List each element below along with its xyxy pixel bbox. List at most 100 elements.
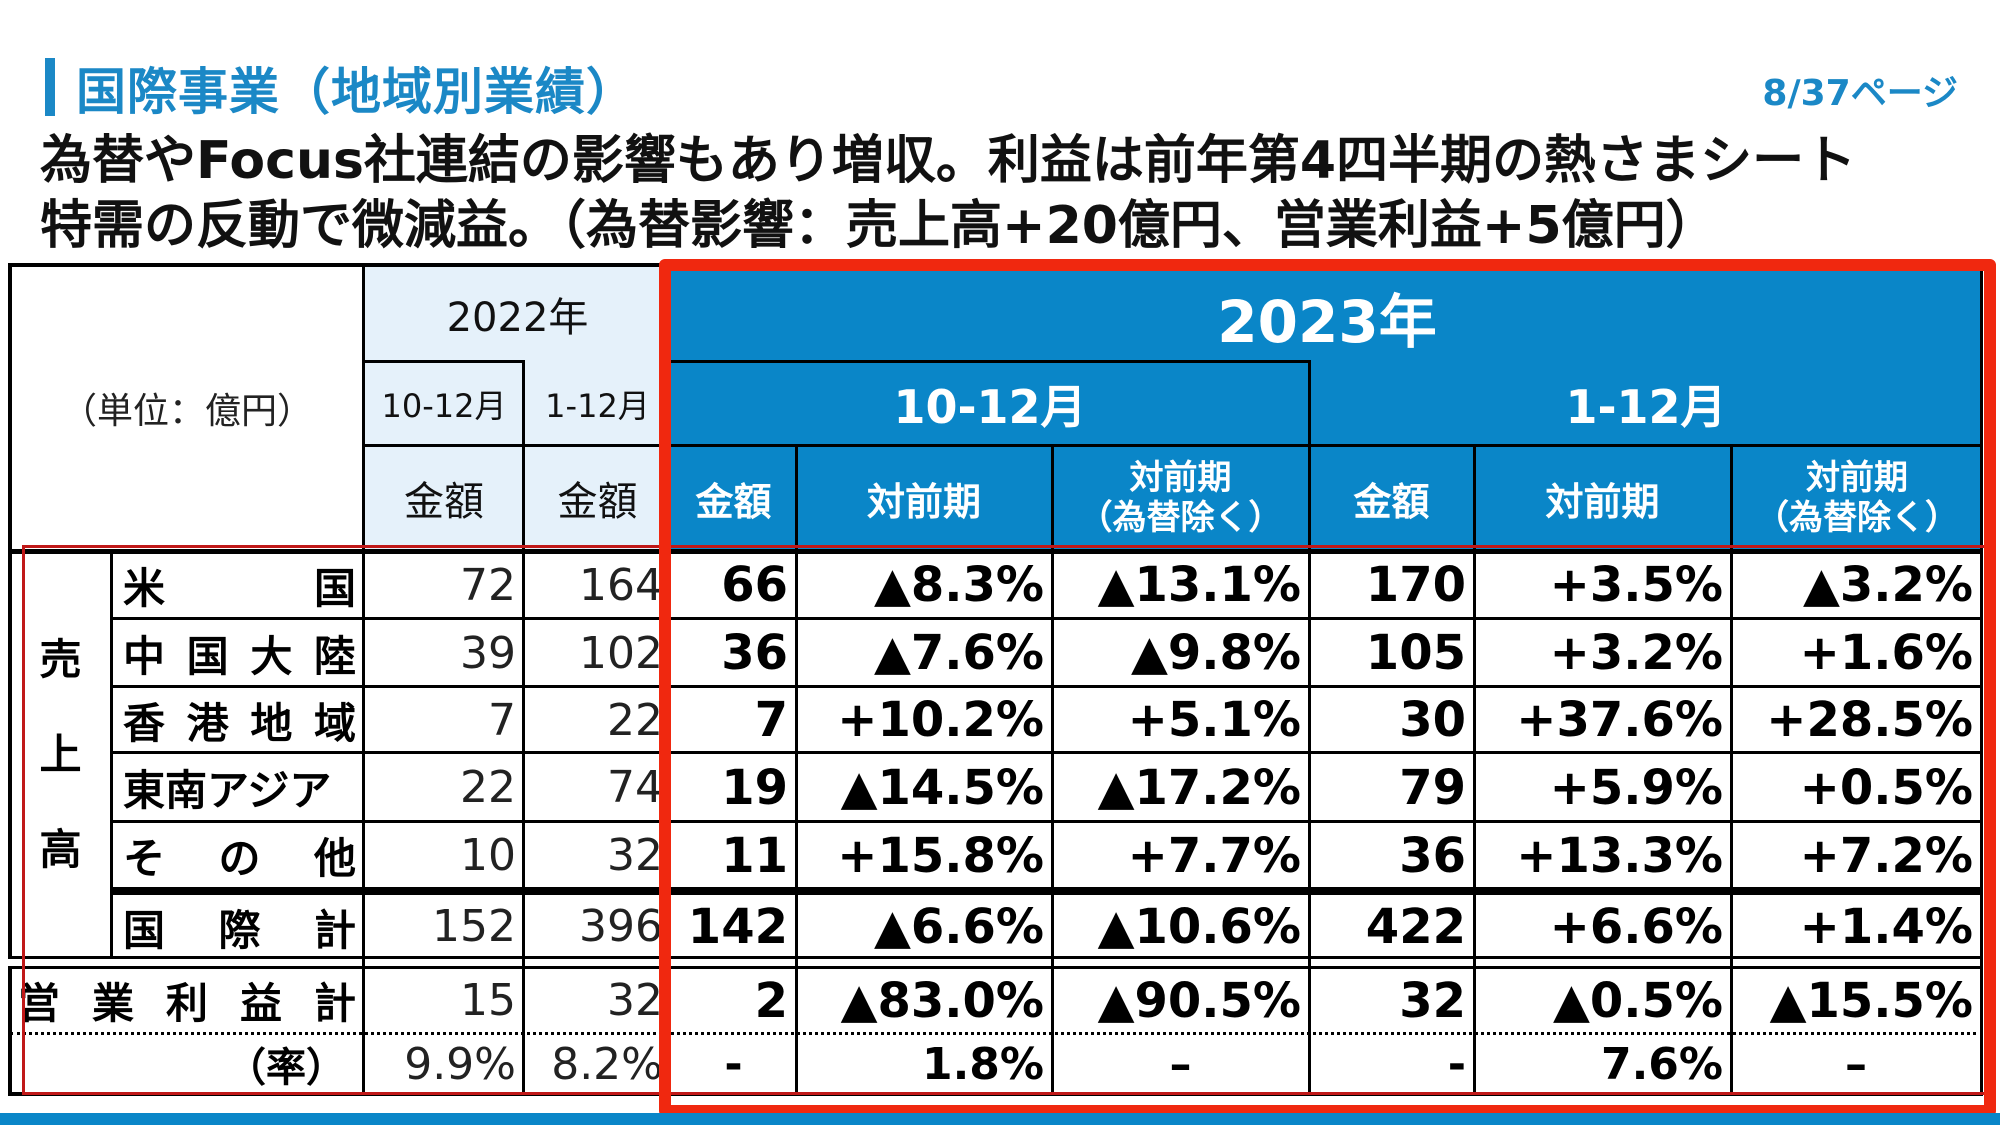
amount-2023-full-header: 金額 [1309, 445, 1474, 551]
label-char: 益 [239, 979, 282, 1028]
row-others-cell: +7.7% [1127, 827, 1301, 884]
row-us-cell: 164 [579, 559, 663, 611]
row-china-cell: +1.6% [1799, 625, 1973, 681]
row-southeast-asia-cell: 79 [1399, 759, 1466, 816]
yoy-2023-full-header: 対前期 [1474, 445, 1731, 551]
row-hongkong-cell: +37.6% [1516, 692, 1723, 748]
row-china-cell: ▲9.8% [1130, 625, 1301, 681]
row-international-total-cell: 152 [432, 901, 516, 952]
grid-line [795, 445, 798, 1096]
label-char: 営 [18, 979, 61, 1028]
label-char: 国 [186, 631, 229, 681]
row-southeast-asia-cell: 19 [721, 759, 788, 816]
label-char: 東南アジア [123, 766, 332, 815]
row-hongkong-cell: +5.1% [1127, 692, 1301, 748]
sales-group-label: 売 上 高 [10, 551, 111, 958]
row-operating-profit-cell: 15 [460, 975, 516, 1026]
sales-char-1: 売 [39, 635, 82, 684]
row-china-cell: ▲7.6% [873, 625, 1044, 681]
label-char: 中 [123, 631, 166, 681]
label-char: 他 [313, 834, 356, 883]
row-label-others: そ の 他 [111, 822, 364, 889]
grid-line [10, 966, 1983, 969]
row-southeast-asia-cell: +5.9% [1549, 759, 1723, 816]
row-international-total-cell: ▲10.6% [1097, 898, 1301, 955]
row-southeast-asia-cell: 22 [460, 762, 516, 813]
label-char: 国 [123, 906, 166, 955]
row-hongkong-cell: 7 [754, 692, 788, 748]
label-char: の [218, 834, 261, 883]
row-margin-cell: - [724, 1038, 743, 1090]
row-southeast-asia-cell: ▲14.5% [840, 759, 1044, 816]
row-international-total-cell: 396 [579, 901, 663, 952]
label-char: 計 [313, 979, 356, 1028]
label-char: 香 [123, 698, 166, 748]
row-china-cell: 102 [579, 627, 663, 679]
row-international-total-cell: ▲6.6% [873, 898, 1044, 955]
row-others-cell: 11 [721, 827, 788, 884]
row-margin-cell: – [1169, 1038, 1192, 1090]
row-margin-cell: – [1845, 1038, 1867, 1090]
grid-line [8, 263, 12, 959]
row-margin-cell: 9.9% [404, 1038, 516, 1090]
subtitle-line-2: 特需の反動で微減益。（為替影響：売上高+20億円、営業利益+5億円） [40, 196, 1718, 256]
grid-line [362, 263, 365, 1096]
row-others-cell: +15.8% [837, 827, 1044, 884]
year-2022-header: 2022年 [364, 265, 671, 362]
row-hongkong-cell: +28.5% [1766, 692, 1973, 748]
grid-line [1473, 445, 1476, 1096]
row-operating-profit-cell: 2 [754, 972, 788, 1029]
row-southeast-asia-cell: ▲17.2% [1097, 759, 1301, 816]
row-hongkong-cell: 7 [488, 694, 516, 746]
row-others-cell: +13.3% [1516, 827, 1723, 884]
grid-line [10, 1092, 1983, 1096]
row-label-international-total: 国 際 計 [111, 897, 364, 958]
yoy-exfx-line1: 対前期 [1806, 458, 1908, 498]
sales-char-2: 上 [39, 730, 82, 779]
grid-line-thick [111, 887, 1983, 895]
row-label-southeast-asia: 東南アジア [111, 753, 364, 822]
row-southeast-asia-cell: 74 [607, 762, 663, 813]
row-us-cell: ▲8.3% [873, 557, 1044, 613]
grid-line [671, 360, 1309, 363]
sales-char-3: 高 [39, 825, 82, 874]
label-char: 陸 [313, 631, 356, 681]
row-operating-profit-cell: 32 [607, 975, 663, 1026]
label-char: 利 [165, 979, 208, 1028]
row-label-china: 中 国 大 陸 [111, 619, 364, 687]
row-southeast-asia-cell: +0.5% [1799, 759, 1973, 816]
row-margin-cell: - [1447, 1038, 1466, 1090]
row-operating-profit-cell: ▲83.0% [840, 972, 1044, 1029]
row-label-margin: （率） [226, 1045, 346, 1091]
period-2023-full-header: 1-12月 [1309, 362, 1983, 445]
amount-2022-full-header: 金額 [524, 445, 671, 551]
row-us-cell: 66 [721, 557, 788, 613]
grid-line [1980, 263, 1983, 1096]
footer-band [0, 1113, 2000, 1125]
grid-line [111, 617, 1983, 620]
row-us-cell: +3.5% [1549, 557, 1723, 613]
row-us-cell: 170 [1365, 557, 1466, 613]
row-others-cell: 10 [460, 830, 516, 881]
page-title: 国際事業（地域別業績） [76, 63, 637, 121]
yoy-2023-q4-header: 対前期 [796, 445, 1052, 551]
row-operating-profit-cell: ▲90.5% [1097, 972, 1301, 1029]
row-china-cell: 36 [721, 625, 788, 681]
label-char: 国 [313, 563, 356, 613]
amount-2022-q4-header: 金額 [364, 445, 524, 551]
row-international-total-cell: 142 [687, 898, 788, 955]
yoy-exfx-line2: （為替除く） [1078, 498, 1283, 538]
period-2022-q4-header: 10-12月 [364, 362, 524, 445]
row-label-operating-profit: 営 業 利 益 計 [12, 968, 364, 1033]
row-international-total-cell: 422 [1365, 898, 1466, 955]
grid-line [671, 444, 1983, 447]
amount-2023-q4-header: 金額 [671, 445, 796, 551]
row-us-cell: ▲13.1% [1097, 557, 1301, 613]
label-char: 域 [313, 698, 356, 748]
row-others-cell: 32 [607, 830, 663, 881]
grid-line [364, 360, 524, 363]
grid-line [111, 751, 1983, 754]
grid-line [10, 956, 1983, 959]
row-us-cell: ▲3.2% [1802, 557, 1973, 613]
grid-line [8, 966, 12, 1096]
